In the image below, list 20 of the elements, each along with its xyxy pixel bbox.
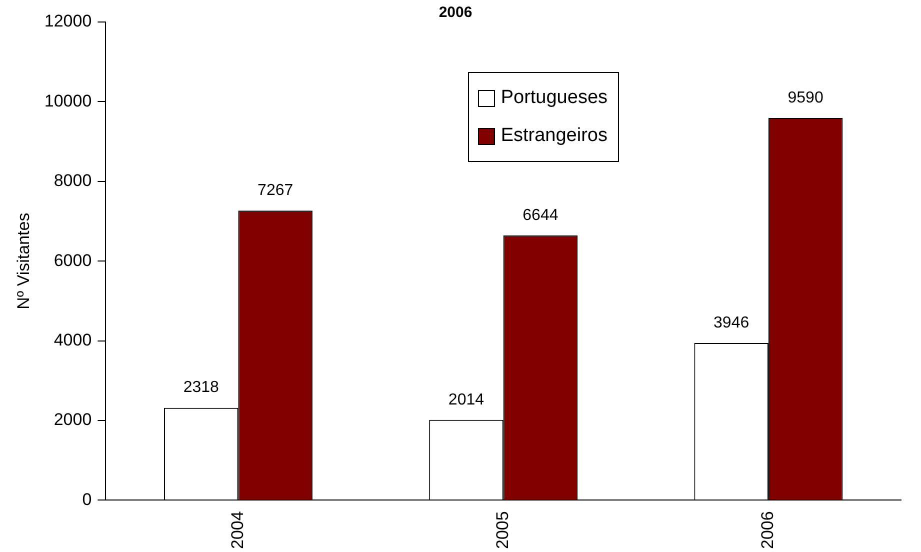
data-label: 9590 [788, 89, 824, 106]
y-tick-label: 4000 [54, 330, 92, 350]
y-axis-title: Nº Visitantes [14, 212, 33, 310]
y-tick-label: 12000 [44, 12, 92, 31]
x-tick-label: 2006 [758, 511, 778, 550]
y-tick-label: 6000 [54, 250, 92, 270]
data-label: 2318 [183, 379, 220, 396]
x-tick-label: 2005 [493, 511, 512, 550]
data-label: 6644 [522, 206, 558, 224]
chart-title: 2006 [438, 4, 472, 22]
y-tick-label: 2000 [54, 410, 92, 430]
x-tick-label: 2004 [228, 511, 247, 550]
legend-label: Estrangeiros [500, 125, 608, 147]
data-label: 2014 [448, 391, 484, 408]
data-label: 3946 [714, 314, 750, 332]
y-tick-label: 0 [82, 490, 92, 509]
y-tick-label: 10000 [44, 91, 92, 110]
legend-label: Portugueses [500, 87, 608, 109]
y-tick-label: 8000 [54, 171, 92, 190]
data-label: 7267 [258, 182, 294, 200]
